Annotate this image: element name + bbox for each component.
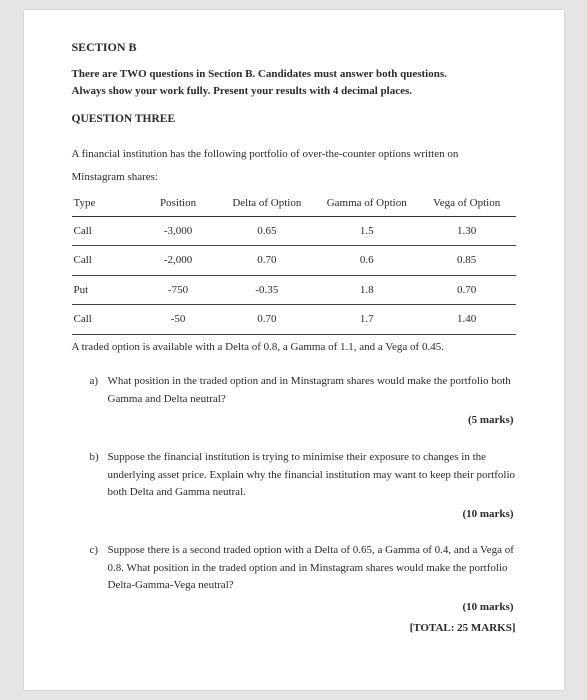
cell-position: -3,000 <box>138 216 218 246</box>
table-row: Call -3,000 0.65 1.5 1.30 <box>72 216 516 246</box>
question-header: QUESTION THREE <box>72 111 516 128</box>
cell-type: Call <box>72 216 139 246</box>
question-b-marks: (10 marks) <box>72 506 516 523</box>
cell-gamma: 1.7 <box>316 305 418 335</box>
question-a: a) What position in the traded option an… <box>72 373 516 408</box>
intro-line1: A financial institution has the followin… <box>72 146 516 163</box>
cell-vega: 1.40 <box>418 305 516 335</box>
question-b-label: b) <box>90 449 108 502</box>
col-type: Type <box>72 191 139 216</box>
instructions-line2: Always show your work fully. Present you… <box>72 85 413 97</box>
question-a-marks: (5 marks) <box>72 412 516 429</box>
table-row: Call -50 0.70 1.7 1.40 <box>72 305 516 335</box>
cell-position: -750 <box>138 275 218 305</box>
col-gamma: Gamma of Option <box>316 191 418 216</box>
options-table: Type Position Delta of Option Gamma of O… <box>72 191 516 335</box>
total-marks: [TOTAL: 25 MARKS] <box>72 620 516 637</box>
question-a-text: What position in the traded option and i… <box>108 373 516 408</box>
table-row: Call -2,000 0.70 0.6 0.85 <box>72 246 516 276</box>
table-row: Put -750 -0.35 1.8 0.70 <box>72 275 516 305</box>
exam-page: SECTION B There are TWO questions in Sec… <box>24 10 564 690</box>
cell-gamma: 1.8 <box>316 275 418 305</box>
cell-delta: 0.70 <box>218 246 316 276</box>
question-b-text: Suppose the financial institution is try… <box>108 449 516 502</box>
cell-position: -50 <box>138 305 218 335</box>
cell-position: -2,000 <box>138 246 218 276</box>
cell-delta: -0.35 <box>218 275 316 305</box>
question-a-label: a) <box>90 373 108 408</box>
instructions-line1: There are TWO questions in Section B. Ca… <box>72 68 447 80</box>
question-c-marks: (10 marks) <box>72 599 516 616</box>
cell-type: Put <box>72 275 139 305</box>
table-note: A traded option is available with a Delt… <box>72 339 516 356</box>
question-c-text: Suppose there is a second traded option … <box>108 542 516 595</box>
question-c-label: c) <box>90 542 108 595</box>
cell-delta: 0.65 <box>218 216 316 246</box>
cell-vega: 1.30 <box>418 216 516 246</box>
table-header-row: Type Position Delta of Option Gamma of O… <box>72 191 516 216</box>
cell-gamma: 1.5 <box>316 216 418 246</box>
question-b: b) Suppose the financial institution is … <box>72 449 516 502</box>
instructions: There are TWO questions in Section B. Ca… <box>72 66 516 99</box>
cell-vega: 0.85 <box>418 246 516 276</box>
question-c: c) Suppose there is a second traded opti… <box>72 542 516 595</box>
cell-type: Call <box>72 305 139 335</box>
intro-line2: Minstagram shares: <box>72 169 516 186</box>
cell-gamma: 0.6 <box>316 246 418 276</box>
cell-type: Call <box>72 246 139 276</box>
cell-vega: 0.70 <box>418 275 516 305</box>
section-header: SECTION B <box>72 38 516 56</box>
col-vega: Vega of Option <box>418 191 516 216</box>
cell-delta: 0.70 <box>218 305 316 335</box>
col-delta: Delta of Option <box>218 191 316 216</box>
col-position: Position <box>138 191 218 216</box>
